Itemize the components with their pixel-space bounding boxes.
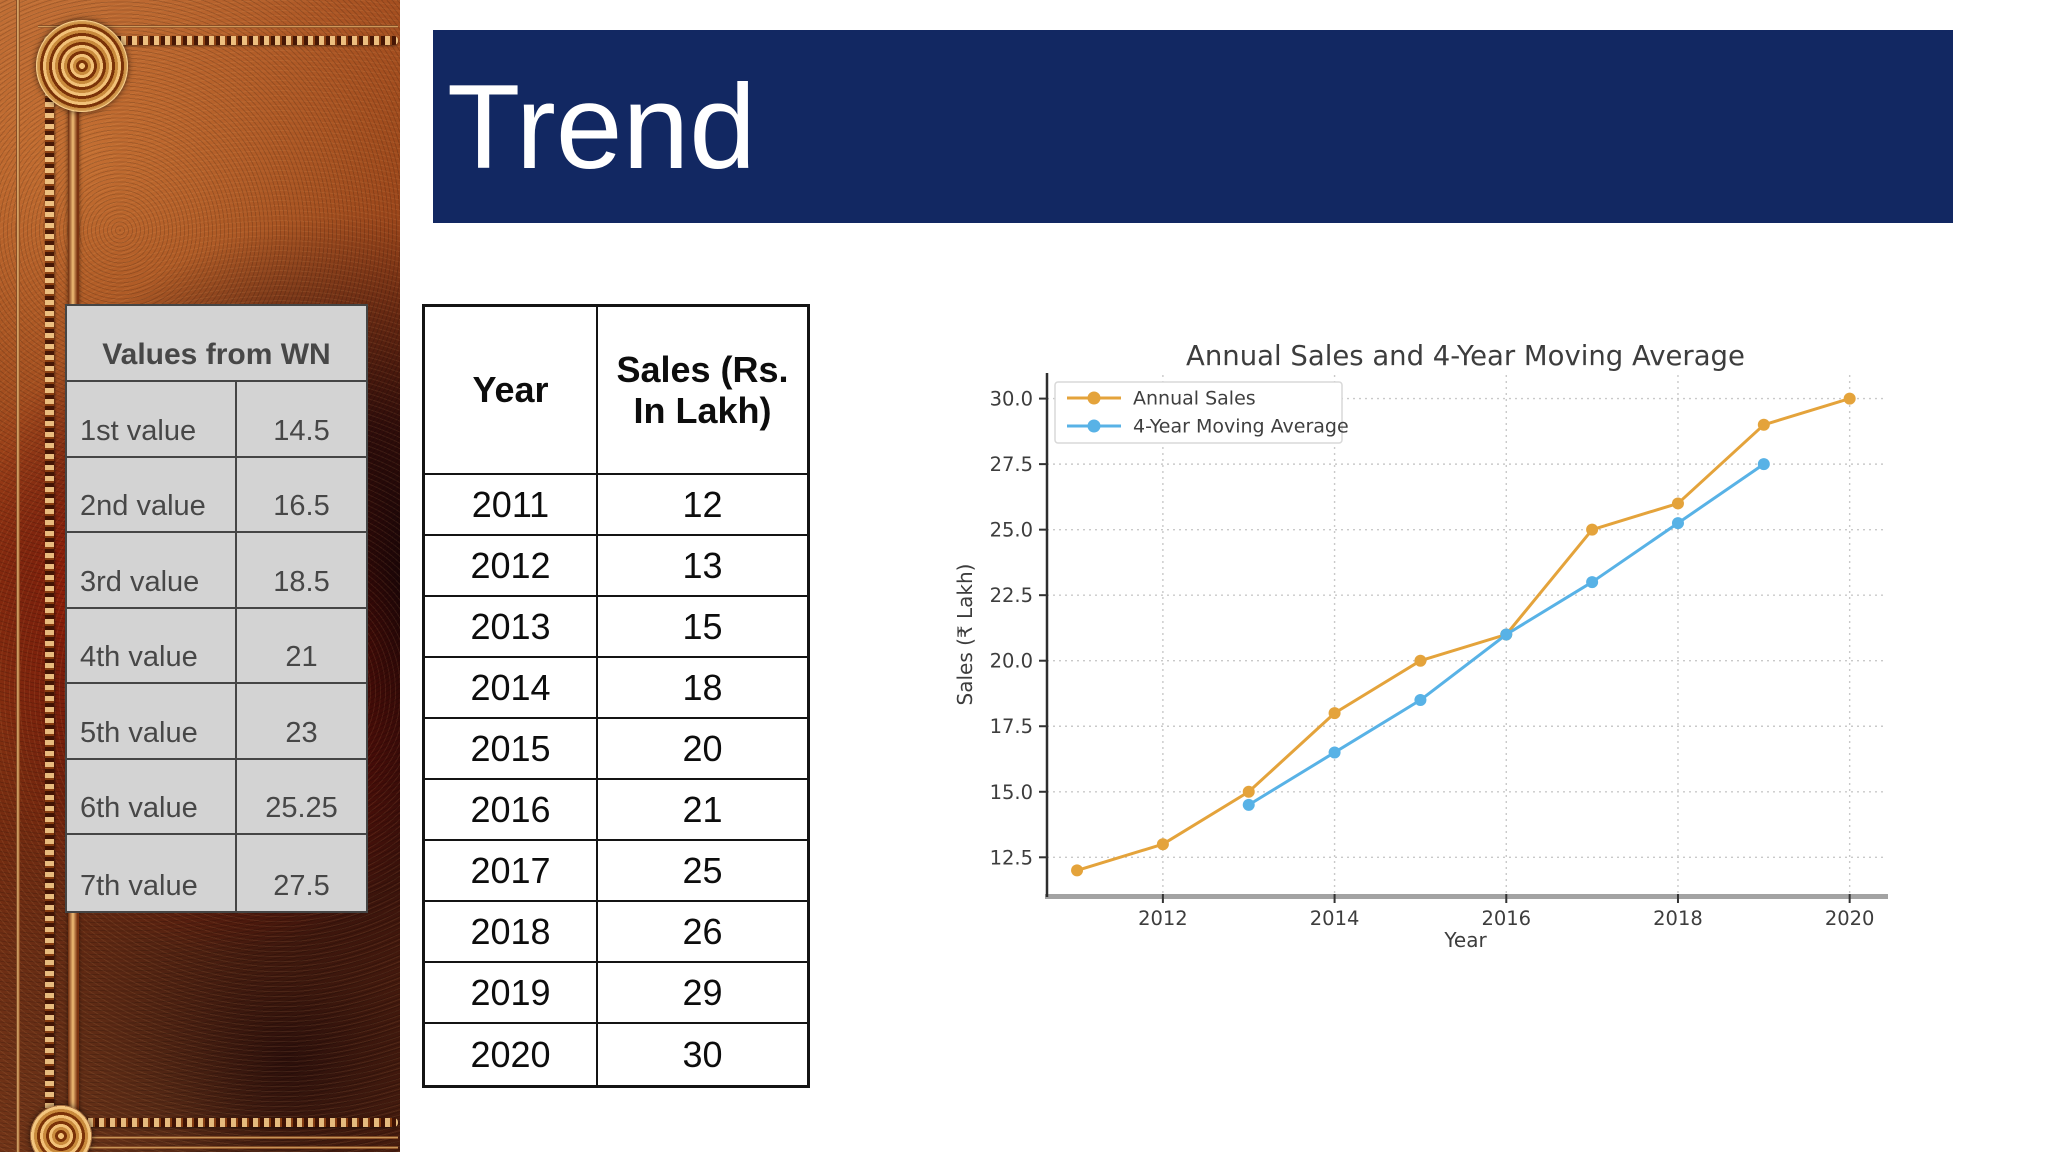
sales-year-cell: 2011 [425, 475, 598, 536]
wn-value-cell: 18.5 [237, 533, 366, 609]
x-tick-label: 2020 [1825, 907, 1875, 930]
y-tick-label: 12.5 [990, 846, 1033, 869]
frame-bottom-line-2 [38, 1146, 398, 1149]
x-axis-label: Year [1443, 928, 1487, 952]
series-4-year-moving-average-marker [1328, 746, 1341, 759]
frame-bead-top [44, 36, 398, 45]
series-annual-sales-marker [1671, 497, 1684, 510]
sales-value-cell: 12 [598, 475, 807, 536]
x-tick-label: 2012 [1138, 907, 1188, 930]
title-bar: Trend [433, 30, 1953, 223]
y-tick-label: 22.5 [990, 584, 1033, 607]
page-title: Trend [447, 59, 757, 194]
y-axis-label: Sales (₹ Lakh) [953, 564, 977, 706]
sales-year-cell: 2015 [425, 719, 598, 780]
wn-value-cell: 25.25 [237, 760, 366, 836]
sales-year-cell: 2012 [425, 536, 598, 597]
y-tick-label: 30.0 [990, 388, 1033, 411]
sales-year-cell: 2018 [425, 902, 598, 963]
legend-label: 4-Year Moving Average [1133, 416, 1349, 438]
wn-label-cell: 3rd value [67, 533, 237, 609]
series-4-year-moving-average-marker [1671, 517, 1684, 530]
y-tick-label: 17.5 [990, 715, 1033, 738]
sales-value-cell: 18 [598, 658, 807, 719]
sales-value-cell: 29 [598, 963, 807, 1024]
frame-bead-column [45, 36, 54, 1122]
series-annual-sales-line [1076, 397, 1851, 872]
sales-year-cell: 2019 [425, 963, 598, 1024]
corner-rosette-bottom [30, 1105, 92, 1152]
sales-value-cell: 30 [682, 1033, 723, 1075]
bottom-spine [1045, 894, 1888, 899]
wn-label-cell: 1st value [67, 382, 237, 458]
series-annual-sales-marker [1843, 392, 1856, 405]
chart-svg: 12.5 15.0 17.5 20.0 22.5 25.0 27.5 30.0 2012 2014… [953, 340, 1888, 952]
x-tick-label: 2016 [1481, 907, 1531, 930]
sales-year-cell: 2017 [425, 841, 598, 902]
wn-values-table: Values from WN 1st value 14.5 2nd value 16.… [65, 304, 368, 913]
series-annual-sales-marker [1328, 707, 1341, 720]
sales-year-cell: 2013 [425, 597, 598, 658]
sales-value-cell: 26 [598, 902, 807, 963]
wn-table-header: Values from WN [67, 306, 366, 382]
series-annual-sales-marker [1242, 785, 1255, 798]
sales-value-cell: 20 [598, 719, 807, 780]
wn-label-cell: 4th value [67, 608, 237, 685]
wn-label-cell: 7th value [67, 835, 237, 911]
legend-box [1054, 381, 1343, 444]
frame-bottom-line-1 [38, 1136, 398, 1139]
wn-label-cell: 5th value [67, 684, 237, 760]
series-annual-sales-marker [1156, 838, 1169, 851]
series-4-year-moving-average-marker [1242, 798, 1255, 811]
chart-title: Annual Sales and 4-Year Moving Average [1186, 340, 1745, 372]
legend-swatch-marker [1087, 391, 1101, 405]
sales-value-cell: 21 [598, 780, 807, 841]
frame-bead-bottom [44, 1118, 398, 1127]
series-annual-sales-marker [1414, 654, 1427, 667]
sales-table-col-sales: Sales (Rs. In Lakh) [598, 307, 807, 475]
wn-label-cell: 2nd value [67, 457, 237, 534]
y-tick-label: 20.0 [990, 650, 1033, 673]
series-annual-sales-marker [1586, 523, 1599, 536]
series-4-year-moving-average-marker [1500, 628, 1513, 641]
wn-value-cell: 14.5 [237, 382, 366, 458]
legend-label: Annual Sales [1133, 388, 1256, 410]
wn-value-cell: 23 [237, 684, 366, 760]
y-tick-label: 27.5 [990, 453, 1033, 476]
sales-year-cell: 2016 [425, 780, 598, 841]
sales-year-cell: 2014 [425, 658, 598, 719]
sales-value-cell: 15 [598, 597, 807, 658]
frame-left-line [16, 0, 20, 1152]
series-4-year-moving-average-marker [1586, 576, 1599, 589]
x-tick-label: 2018 [1653, 907, 1703, 930]
sales-value-cell: 13 [598, 536, 807, 597]
y-tick-label: 15.0 [990, 781, 1033, 804]
sales-value-cell: 25 [598, 841, 807, 902]
series-4-year-moving-average-marker [1757, 458, 1770, 471]
sales-year-cell: 2020 [425, 1024, 598, 1085]
sales-table-col-year: Year [425, 307, 598, 475]
wn-value-cell: 27.5 [273, 869, 330, 902]
series-annual-sales-marker [1757, 418, 1770, 431]
y-tick-label: 25.0 [990, 519, 1033, 542]
legend-swatch-marker [1087, 419, 1101, 433]
frame-top-line [38, 25, 398, 28]
sales-chart: 12.5 15.0 17.5 20.0 22.5 25.0 27.5 30.0 2012 2014… [900, 325, 1920, 980]
wn-value-cell: 21 [237, 609, 366, 685]
x-tick-label: 2014 [1310, 907, 1360, 930]
series-annual-sales-marker [1071, 864, 1084, 877]
wn-label-cell: 6th value [67, 759, 237, 836]
wn-value-cell: 16.5 [237, 458, 366, 534]
series-4-year-moving-average-marker [1414, 694, 1427, 707]
corner-rosette-top [36, 20, 128, 112]
sales-table: Year Sales (Rs. In Lakh) 2011 12 2012 13 2013 1… [422, 304, 810, 1088]
